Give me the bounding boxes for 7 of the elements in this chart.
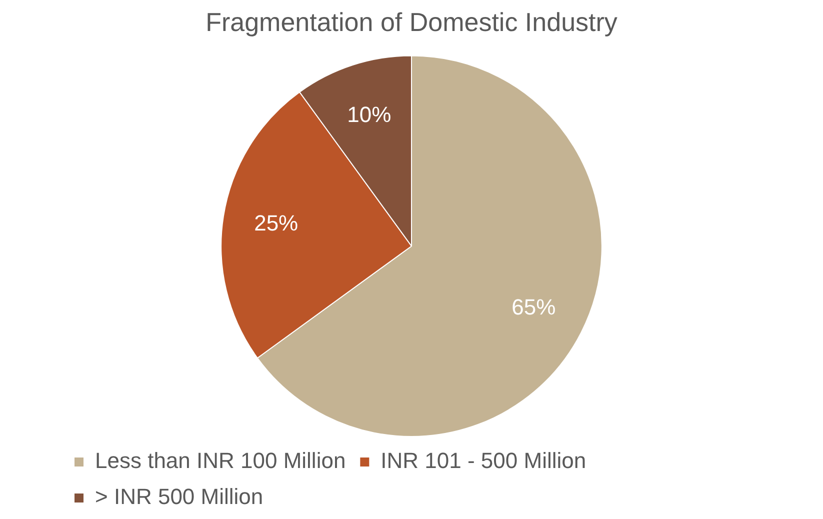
legend-label: > INR 500 Million: [95, 484, 264, 510]
legend-label: Less than INR 100 Million: [95, 448, 346, 474]
legend-label: INR 101 - 500 Million: [380, 448, 586, 474]
data-label: 10%: [347, 102, 392, 127]
chart-title: Fragmentation of Domestic Industry: [206, 6, 618, 37]
data-label: 65%: [512, 294, 556, 320]
data-label: 25%: [254, 210, 298, 236]
